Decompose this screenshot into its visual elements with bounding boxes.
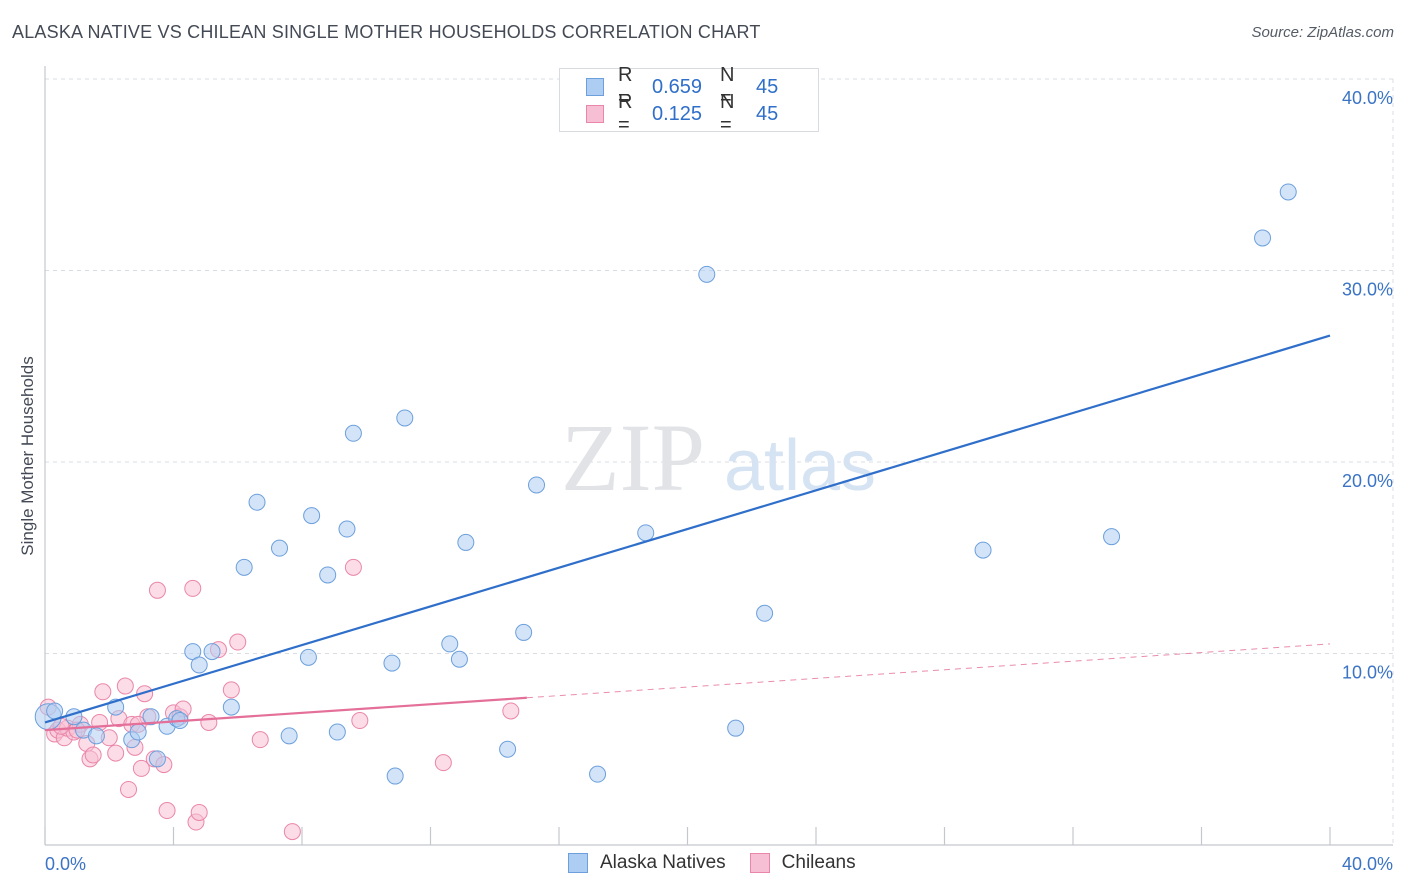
- alaska-native-point: [319, 566, 337, 584]
- alaska-native-point: [222, 698, 240, 716]
- alaska-native-point: [338, 520, 356, 538]
- alaska-native-point: [280, 727, 298, 745]
- chilean-point: [94, 683, 112, 701]
- alaska-native-point: [248, 493, 266, 511]
- x-tick-label: 40.0%: [1342, 854, 1393, 874]
- data-points: [34, 183, 1297, 841]
- alaska-native-point: [46, 702, 64, 720]
- chilean-point: [190, 803, 208, 821]
- alaska-native-point: [142, 708, 160, 726]
- y-tick-label: 20.0%: [1342, 471, 1393, 491]
- watermark: ZIP atlas: [561, 404, 876, 511]
- pink-swatch: [749, 853, 770, 873]
- y-tick-label: 40.0%: [1342, 88, 1393, 108]
- r-label: R =: [617, 91, 633, 136]
- y-tick-label: 30.0%: [1342, 280, 1393, 300]
- alaska-native-point: [383, 654, 401, 672]
- alaska-natives-trend-line: [44, 334, 1331, 724]
- chilean-point: [107, 744, 125, 762]
- alaska-native-point: [299, 648, 317, 666]
- alaska-native-point: [450, 650, 468, 668]
- stats-legend-row-chileans: R = 0.125 N = 45: [586, 91, 818, 136]
- x-tick-label: 0.0%: [45, 854, 86, 874]
- watermark-atlas: atlas: [724, 426, 876, 506]
- alaska-native-point: [457, 533, 475, 551]
- alaska-native-point: [1279, 183, 1297, 201]
- alaska-native-point: [396, 409, 414, 427]
- alaska-native-point: [235, 558, 253, 576]
- watermark-zip: ZIP: [561, 404, 705, 511]
- blue-swatch: [568, 853, 588, 873]
- alaska-native-point: [190, 656, 208, 674]
- chilean-point: [344, 558, 362, 576]
- r-label: R =: [617, 64, 633, 109]
- alaska-native-point: [499, 740, 517, 758]
- alaska-native-point: [441, 635, 459, 653]
- chart-title: ALASKA NATIVE VS CHILEAN SINGLE MOTHER H…: [12, 22, 761, 42]
- chilean-point: [136, 685, 154, 703]
- n-label: N =: [719, 64, 735, 109]
- pink-swatch: [586, 105, 604, 123]
- blue-swatch: [586, 78, 604, 96]
- alaska-native-point: [87, 727, 105, 745]
- legend-label: Chileans: [781, 852, 856, 873]
- chilean-point: [251, 731, 269, 749]
- alaska-native-point: [698, 265, 716, 283]
- alaska-native-point: [129, 723, 147, 741]
- chileans-trend-line: [44, 696, 527, 732]
- alaska-native-point: [756, 604, 774, 622]
- chilean-point: [184, 579, 202, 597]
- y-tick-label: 10.0%: [1342, 663, 1393, 683]
- chilean-point: [158, 802, 176, 820]
- alaska-native-point: [589, 765, 607, 783]
- stats-legend-row-alaska: R = 0.659 N = 45: [586, 64, 818, 109]
- alaska-native-point: [271, 539, 289, 557]
- alaska-native-point: [974, 541, 992, 559]
- chilean-point: [283, 823, 301, 841]
- chilean-point: [120, 780, 138, 798]
- alaska-native-point: [328, 723, 346, 741]
- alaska-native-point: [727, 719, 745, 737]
- alaska-native-point: [637, 524, 655, 542]
- chilean-point: [502, 702, 520, 720]
- alaska-native-point: [1103, 528, 1121, 546]
- axes: [44, 66, 1393, 846]
- chilean-point: [132, 759, 150, 777]
- legend-label: Alaska Natives: [600, 852, 726, 873]
- chilean-point: [116, 677, 134, 695]
- chileans-trend-line-extension: [526, 643, 1331, 699]
- trend-lines: [44, 334, 1331, 732]
- source-label: Source: ZipAtlas.com: [1251, 24, 1394, 41]
- alaska-native-point: [203, 643, 221, 661]
- chilean-point: [351, 712, 369, 730]
- chilean-point: [229, 633, 247, 651]
- alaska-native-point: [148, 750, 166, 768]
- alaska-native-point: [303, 507, 321, 525]
- n-label: N =: [719, 91, 735, 136]
- n-value: 45: [756, 75, 779, 98]
- series-legend: Alaska Natives Chileans: [568, 852, 880, 874]
- grid-lines: [45, 78, 1394, 845]
- chilean-point: [200, 713, 218, 731]
- chilean-point: [434, 754, 452, 772]
- chilean-point: [148, 581, 166, 599]
- alaska-native-point: [344, 424, 362, 442]
- n-value: 45: [756, 102, 779, 125]
- r-value: 0.125: [652, 102, 703, 125]
- alaska-native-point: [1254, 229, 1272, 247]
- alaska-native-point: [515, 623, 533, 641]
- r-value: 0.659: [652, 75, 703, 98]
- tick-labels: 10.0% 20.0% 30.0% 40.0% 0.0% 40.0%: [45, 88, 1393, 874]
- legend-item-alaska-natives[interactable]: Alaska Natives: [568, 852, 726, 874]
- chilean-point: [222, 681, 240, 699]
- chilean-point: [84, 746, 102, 764]
- alaska-native-point: [386, 767, 404, 785]
- legend-item-chileans[interactable]: Chileans: [749, 852, 856, 874]
- alaska-native-point: [528, 476, 546, 494]
- stats-legend: R = 0.659 N = 45 R = 0.125 N = 45: [559, 64, 819, 136]
